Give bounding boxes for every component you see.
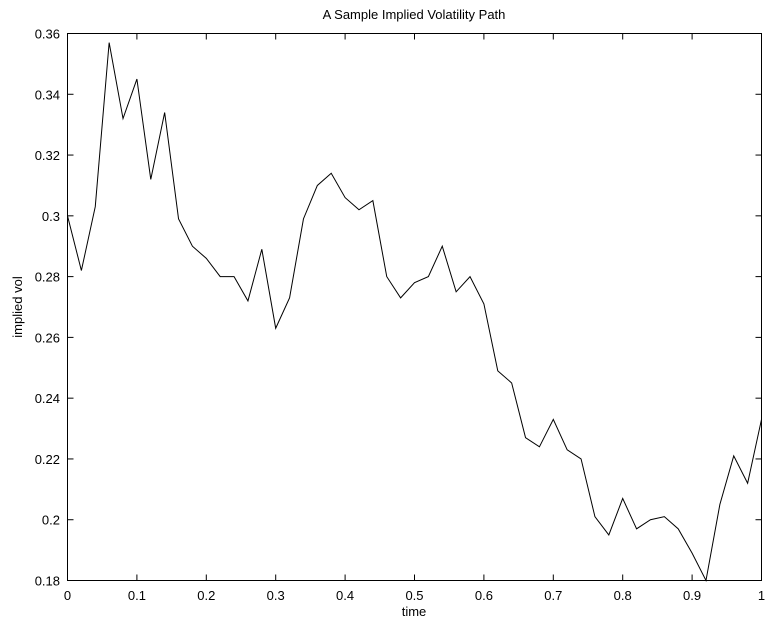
x-axis-label: time <box>402 604 427 619</box>
y-tick-label: 0.3 <box>42 209 60 224</box>
y-tick-label: 0.24 <box>35 391 60 406</box>
x-tick-label: 1 <box>758 588 765 603</box>
y-tick-label: 0.18 <box>35 574 60 589</box>
x-tick-label: 0.5 <box>405 588 423 603</box>
y-tick-label: 0.32 <box>35 148 60 163</box>
plot-frame <box>67 33 762 581</box>
series-line <box>67 42 762 583</box>
x-tick-label: 0.6 <box>475 588 493 603</box>
x-axis: 0 0.1 0.2 0.3 0.4 0.5 0.6 0.7 0.8 0.9 1 <box>64 33 765 603</box>
x-tick-label: 0.2 <box>197 588 215 603</box>
y-tick-label: 0.36 <box>35 27 60 42</box>
y-tick-label: 0.34 <box>35 87 60 102</box>
y-tick-label: 0.26 <box>35 330 60 345</box>
x-tick-label: 0.1 <box>128 588 146 603</box>
y-tick-label: 0.22 <box>35 452 60 467</box>
y-tick-label: 0.28 <box>35 270 60 285</box>
chart-title: A Sample Implied Volatility Path <box>323 7 506 22</box>
y-axis-label: implied vol <box>10 276 25 338</box>
x-tick-label: 0 <box>64 588 71 603</box>
x-tick-label: 0.8 <box>614 588 632 603</box>
y-tick-label: 0.2 <box>42 513 60 528</box>
x-tick-label: 0.4 <box>336 588 354 603</box>
x-tick-label: 0.7 <box>544 588 562 603</box>
x-tick-label: 0.9 <box>683 588 701 603</box>
x-tick-label: 0.3 <box>267 588 285 603</box>
y-axis: 0.18 0.2 0.22 0.24 0.26 0.28 0.3 0.32 0.34 0.36 <box>35 27 762 589</box>
